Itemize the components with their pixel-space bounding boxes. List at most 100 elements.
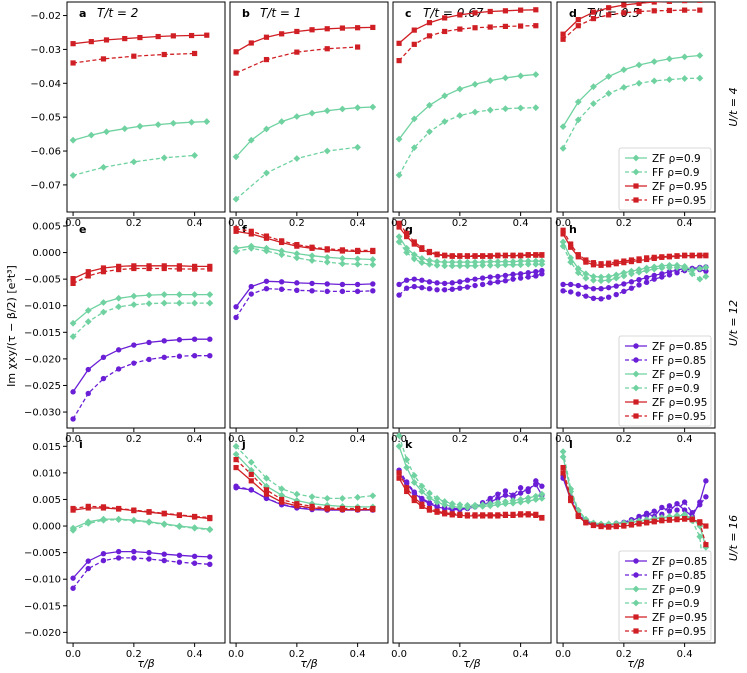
data-point [115, 555, 122, 561]
data-point [502, 488, 509, 494]
data-point [85, 390, 91, 397]
data-point [419, 277, 425, 283]
series-zf_0_85 [233, 278, 376, 310]
data-point [495, 279, 501, 285]
data-point [650, 58, 658, 66]
data-point [411, 239, 417, 245]
data-point [206, 299, 214, 307]
data-point [486, 261, 494, 269]
data-point [494, 261, 502, 269]
data-point [441, 258, 449, 266]
data-point [426, 499, 433, 506]
data-point [575, 282, 581, 289]
y-tick-label: −0.005 [24, 548, 61, 559]
data-point [560, 470, 566, 476]
data-point [369, 492, 377, 500]
data-point [324, 46, 330, 52]
series-line [562, 2, 669, 35]
series-ff_0_9 [69, 299, 214, 340]
row-label: U/t = 12 [727, 300, 740, 346]
data-point [191, 352, 198, 359]
data-point [411, 495, 417, 501]
data-point [69, 172, 77, 179]
data-point [590, 260, 597, 266]
data-point [606, 260, 612, 266]
data-point [628, 279, 635, 285]
data-point [635, 268, 643, 276]
data-point [176, 266, 183, 272]
x-tick-label: 0.4 [187, 649, 203, 660]
data-point [418, 255, 426, 262]
x-tick-label: 0.4 [350, 434, 366, 445]
data-point [136, 122, 144, 130]
data-point [309, 503, 315, 509]
data-point [533, 23, 539, 29]
data-point [369, 261, 377, 269]
data-point [612, 274, 620, 282]
data-point [487, 274, 493, 280]
x-tick-label: 0.4 [350, 218, 366, 229]
data-point [145, 300, 153, 307]
series-zf_0_95 [70, 263, 213, 282]
data-point [232, 153, 240, 161]
data-point [696, 265, 704, 272]
data-point [278, 251, 286, 259]
data-point [339, 247, 346, 253]
data-point [674, 516, 680, 522]
panel-letter: d [569, 7, 577, 20]
data-point [279, 496, 285, 503]
series-ff_0_9 [395, 104, 540, 179]
data-point [137, 34, 143, 41]
data-point [116, 263, 122, 269]
data-point [495, 273, 501, 280]
data-point [457, 285, 463, 291]
data-point [176, 523, 183, 530]
legend-marker [632, 585, 640, 593]
plot-area [232, 226, 377, 321]
y-tick-label: −0.030 [24, 408, 61, 419]
data-point [457, 279, 463, 285]
data-point [233, 304, 239, 310]
legend-marker [632, 168, 640, 176]
data-point [621, 288, 627, 295]
data-point [636, 2, 642, 6]
legend-item-zf_0_9: ZF ρ=0.9 [625, 153, 701, 165]
data-point [643, 512, 650, 519]
legend: ZF ρ=0.85 FF ρ=0.85 ZF ρ=0.9 FF ρ=0.9 ZF ρ=0… [618, 550, 712, 642]
y-tick-label: 0.015 [32, 442, 61, 453]
data-point [248, 283, 254, 290]
x-tick-label: 0.0 [555, 434, 571, 445]
data-point [146, 356, 152, 363]
data-point [145, 518, 153, 526]
series-ff_0_9 [559, 74, 704, 152]
data-point [568, 244, 574, 250]
data-point [263, 286, 270, 292]
data-point [456, 501, 464, 509]
legend: ZF ρ=0.9 FF ρ=0.9 ZF ρ=0.95 FF ρ=0.95 [618, 147, 712, 211]
y-tick-label: 0.005 [32, 221, 61, 232]
data-point [487, 280, 493, 286]
data-point [192, 263, 198, 269]
data-point [115, 548, 122, 555]
panel-l: 0.0 0.2 0.4 l ZF ρ=0.85 FF ρ=0.85 ZF ρ=0.9 FF ρ… [555, 432, 716, 660]
series-zf_0_85 [560, 265, 709, 292]
data-point [583, 284, 589, 290]
data-point [517, 104, 525, 112]
data-point [628, 285, 635, 291]
data-point [170, 33, 176, 39]
series-line [72, 302, 210, 338]
data-point [161, 338, 167, 344]
legend-label: ZF ρ=0.85 [652, 556, 707, 568]
data-point [464, 284, 471, 290]
data-point [666, 508, 673, 514]
data-point [85, 269, 91, 275]
data-point [419, 501, 425, 507]
data-point [621, 2, 627, 8]
data-point [308, 493, 316, 501]
data-point [411, 497, 417, 504]
data-point [146, 263, 152, 269]
panel-letter: k [405, 438, 413, 451]
data-point [396, 220, 402, 226]
data-point [524, 494, 532, 502]
data-point [206, 526, 214, 534]
